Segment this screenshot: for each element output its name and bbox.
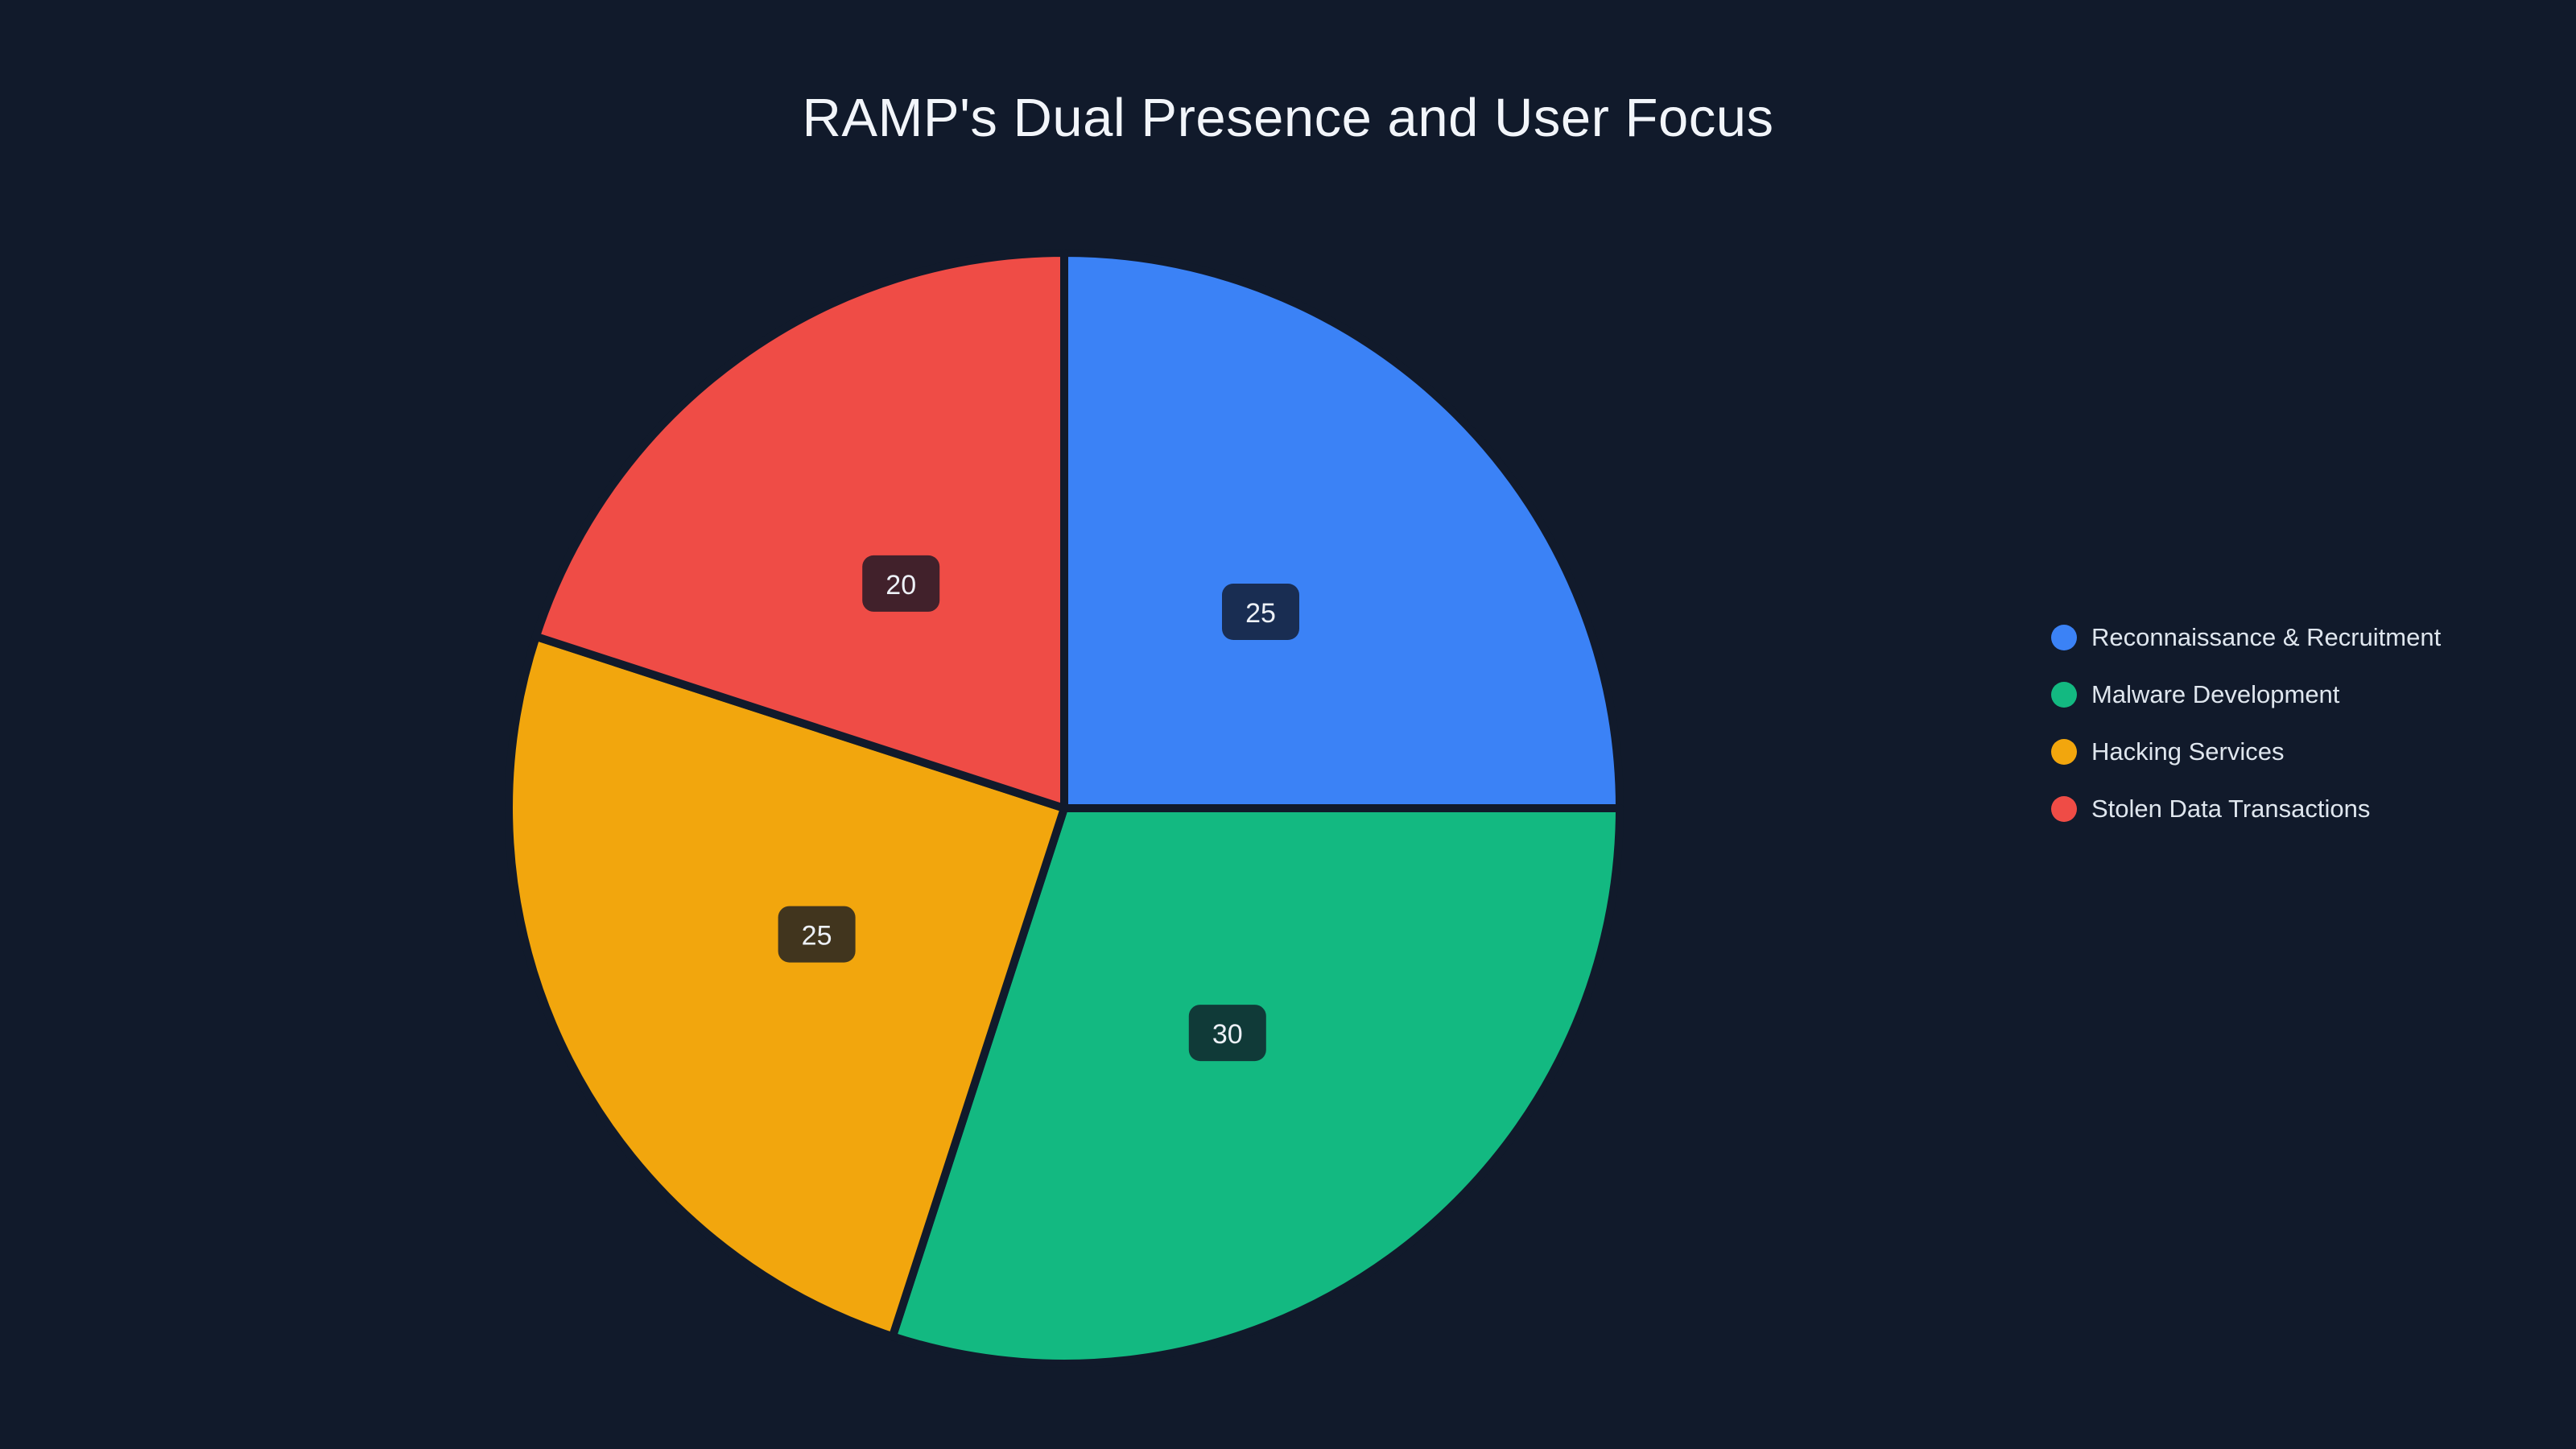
chart-title: RAMP's Dual Presence and User Focus bbox=[802, 88, 1774, 148]
legend-item-malware-development[interactable]: Malware Development bbox=[2051, 679, 2441, 711]
legend-swatch-reconnaissance-recruitment bbox=[2051, 625, 2077, 650]
legend-swatch-hacking-services bbox=[2051, 739, 2077, 765]
legend-item-hacking-services[interactable]: Hacking Services bbox=[2051, 736, 2441, 768]
legend-swatch-stolen-data-transactions bbox=[2051, 796, 2077, 822]
pie-slice-stolen-data-transactions[interactable] bbox=[531, 249, 1068, 812]
pie-slice-hacking-services[interactable] bbox=[505, 632, 1068, 1341]
legend-item-stolen-data-transactions[interactable]: Stolen Data Transactions bbox=[2051, 793, 2441, 825]
legend-swatch-malware-development bbox=[2051, 682, 2077, 708]
legend-label: Stolen Data Transactions bbox=[2091, 795, 2371, 823]
pie-slice-reconnaissance-recruitment[interactable] bbox=[1060, 249, 1624, 812]
legend-item-reconnaissance-recruitment[interactable]: Reconnaissance & Recruitment bbox=[2051, 621, 2441, 654]
legend: Reconnaissance & Recruitment Malware Deve… bbox=[2051, 621, 2441, 850]
legend-label: Reconnaissance & Recruitment bbox=[2091, 623, 2442, 651]
pie-slice-malware-development[interactable] bbox=[888, 804, 1624, 1368]
legend-label: Hacking Services bbox=[2091, 737, 2285, 766]
legend-label: Malware Development bbox=[2091, 680, 2340, 708]
